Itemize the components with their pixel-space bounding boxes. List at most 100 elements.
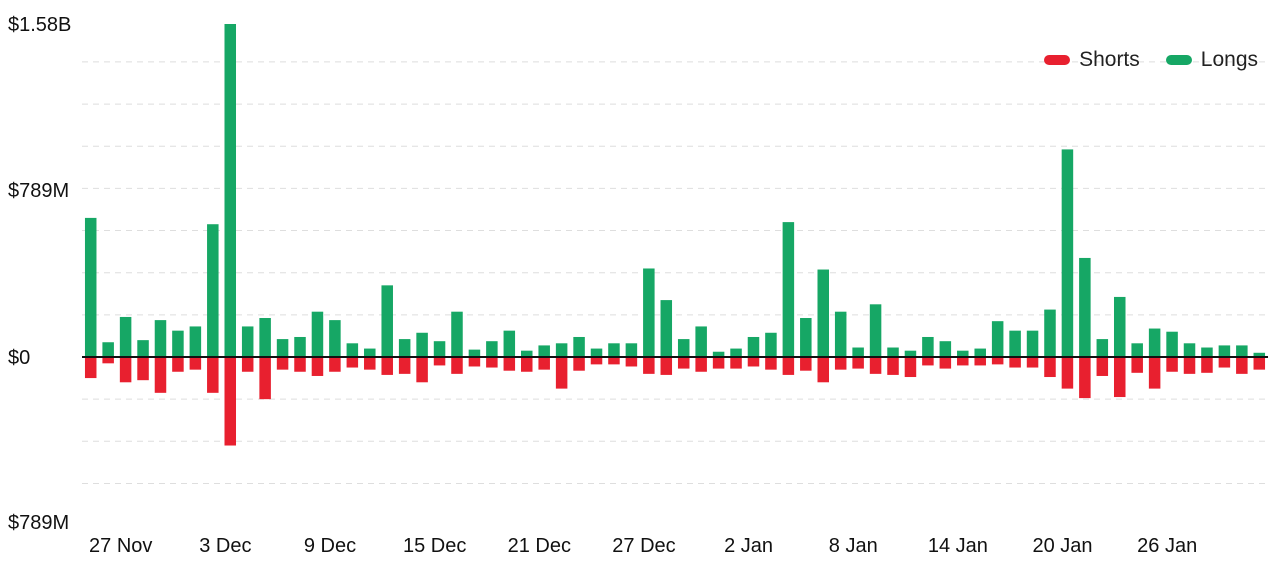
bar-longs bbox=[84, 217, 97, 357]
bar-shorts bbox=[207, 357, 219, 393]
bar-longs bbox=[730, 348, 742, 357]
bar-shorts bbox=[311, 357, 324, 376]
bar-shorts bbox=[817, 357, 830, 383]
bar-longs bbox=[1009, 330, 1021, 357]
bar-longs bbox=[172, 330, 184, 357]
bar-shorts bbox=[730, 357, 742, 369]
bar-longs bbox=[102, 342, 114, 357]
bar-longs bbox=[922, 336, 934, 357]
bar-longs bbox=[416, 332, 428, 357]
bar-longs bbox=[381, 285, 393, 357]
bar-longs bbox=[1113, 296, 1126, 357]
bar-shorts bbox=[84, 357, 97, 379]
legend-label-longs: Longs bbox=[1200, 48, 1258, 71]
bar-longs bbox=[608, 343, 620, 357]
bar-longs bbox=[677, 339, 690, 357]
bar-longs bbox=[207, 224, 219, 357]
bar-shorts bbox=[782, 357, 795, 375]
bar-shorts bbox=[468, 357, 481, 367]
bar-shorts bbox=[608, 357, 620, 365]
bar-shorts bbox=[154, 357, 167, 393]
bar-shorts bbox=[1044, 357, 1056, 378]
bar-longs bbox=[747, 336, 760, 357]
bar-longs bbox=[224, 24, 237, 357]
bar-longs bbox=[712, 351, 725, 357]
bar-shorts bbox=[625, 357, 638, 367]
bar-shorts bbox=[1079, 357, 1091, 399]
bar-longs bbox=[1236, 345, 1248, 357]
y-tick-label: $0 bbox=[8, 347, 30, 369]
bar-longs bbox=[904, 350, 917, 357]
bar-shorts bbox=[102, 357, 114, 364]
bar-longs bbox=[1079, 257, 1091, 357]
bar-longs bbox=[1253, 352, 1266, 357]
bar-longs bbox=[991, 321, 1004, 357]
bar-shorts bbox=[555, 357, 568, 389]
bar-shorts bbox=[1218, 357, 1231, 368]
bar-longs bbox=[398, 339, 411, 357]
bar-longs bbox=[241, 326, 254, 357]
bar-longs bbox=[1166, 331, 1178, 357]
bar-longs bbox=[695, 326, 707, 357]
bar-longs bbox=[119, 316, 132, 357]
bar-shorts bbox=[887, 357, 899, 375]
y-tick-label: $789M bbox=[8, 180, 69, 202]
bar-shorts bbox=[433, 357, 446, 366]
bar-shorts bbox=[991, 357, 1004, 365]
legend-item-shorts[interactable]: Shorts bbox=[1044, 48, 1140, 72]
bar-shorts bbox=[259, 357, 271, 400]
bar-longs bbox=[817, 269, 830, 357]
y-tick-label: $1.58B bbox=[8, 14, 71, 36]
chart-legend: Shorts Longs bbox=[1044, 48, 1258, 72]
bar-longs bbox=[1148, 328, 1161, 357]
bar-longs bbox=[590, 348, 603, 357]
x-tick-label: 8 Jan bbox=[829, 535, 878, 557]
x-tick-label: 14 Jan bbox=[928, 535, 988, 557]
bar-longs bbox=[1218, 345, 1231, 357]
bar-shorts bbox=[503, 357, 516, 371]
bar-longs bbox=[1026, 330, 1039, 357]
bar-shorts bbox=[329, 357, 341, 372]
bar-shorts bbox=[747, 357, 760, 367]
bar-longs bbox=[555, 343, 568, 357]
bar-longs bbox=[538, 345, 550, 357]
bar-shorts bbox=[939, 357, 952, 369]
bar-shorts bbox=[137, 357, 149, 381]
bar-longs bbox=[573, 336, 585, 357]
legend-swatch-shorts bbox=[1044, 55, 1071, 65]
bar-longs bbox=[1044, 309, 1056, 357]
bar-longs bbox=[1201, 347, 1213, 357]
bar-longs bbox=[782, 222, 795, 357]
bar-longs bbox=[852, 347, 864, 357]
bar-shorts bbox=[172, 357, 184, 372]
legend-item-longs[interactable]: Longs bbox=[1165, 48, 1258, 72]
bar-shorts bbox=[538, 357, 550, 370]
bar-shorts bbox=[869, 357, 882, 374]
bar-shorts bbox=[1061, 357, 1074, 389]
bar-shorts bbox=[398, 357, 411, 374]
bar-shorts bbox=[381, 357, 393, 375]
x-tick-label: 27 Dec bbox=[612, 535, 675, 557]
x-tick-label: 15 Dec bbox=[403, 535, 466, 557]
bar-longs bbox=[834, 311, 847, 357]
bar-longs bbox=[1061, 149, 1074, 357]
bar-shorts bbox=[294, 357, 306, 372]
bar-longs bbox=[974, 348, 986, 357]
y-tick-label: $789M bbox=[8, 512, 69, 534]
bar-shorts bbox=[241, 357, 254, 372]
bar-longs bbox=[887, 347, 899, 357]
bar-shorts bbox=[677, 357, 690, 369]
bar-longs bbox=[765, 332, 777, 357]
bar-longs bbox=[869, 304, 882, 357]
bar-shorts bbox=[189, 357, 202, 370]
x-tick-label: 21 Dec bbox=[508, 535, 571, 557]
bar-shorts bbox=[1236, 357, 1248, 374]
bar-longs bbox=[1131, 343, 1143, 357]
bar-shorts bbox=[1166, 357, 1178, 372]
bar-longs bbox=[503, 330, 516, 357]
bar-shorts bbox=[451, 357, 463, 374]
bar-longs bbox=[311, 311, 324, 357]
bar-longs bbox=[346, 343, 359, 357]
